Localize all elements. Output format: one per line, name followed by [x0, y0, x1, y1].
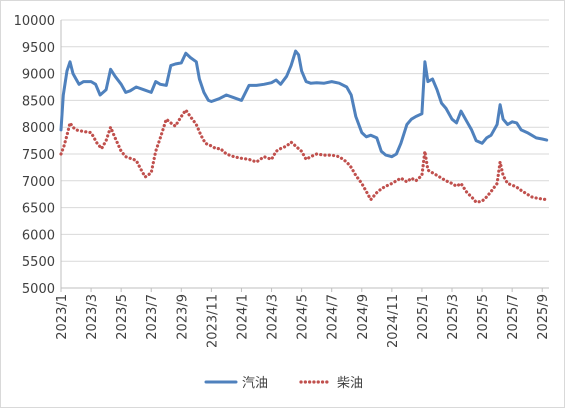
legend-label: 柴油 — [337, 376, 363, 391]
x-tick-label: 2025/1 — [416, 294, 431, 340]
x-tick-label: 2024/11 — [386, 294, 401, 348]
x-tick-label: 2025/3 — [446, 294, 461, 340]
x-tick-label: 2023/11 — [205, 294, 220, 348]
y-tick-label: 6000 — [22, 228, 55, 243]
y-tick-label: 5500 — [22, 255, 55, 270]
x-tick-label: 2025/7 — [506, 294, 521, 340]
series-line-1 — [59, 49, 549, 159]
axes — [60, 20, 549, 292]
grid-lines — [61, 19, 549, 262]
x-tick-label: 2023/7 — [145, 294, 160, 340]
x-tick-label: 2023/9 — [175, 294, 190, 340]
legend-item: 汽油 — [204, 376, 268, 391]
x-tick-label: 2023/5 — [115, 294, 130, 340]
x-tick-label: 2024/7 — [326, 294, 341, 340]
y-tick-label: 7000 — [22, 175, 55, 190]
y-tick-label: 7500 — [22, 148, 55, 163]
x-tick-label: 2023/3 — [85, 294, 100, 340]
legend-item: 柴油 — [299, 376, 363, 391]
y-tick-label: 10000 — [14, 14, 55, 29]
x-tick-label: 2023/1 — [55, 294, 70, 340]
y-tick-label: 5000 — [22, 282, 55, 297]
x-tick-label: 2025/5 — [476, 294, 491, 340]
x-tick-label: 2024/1 — [235, 294, 250, 340]
legend: 汽油 柴油 — [204, 376, 363, 391]
x-tick-label: 2024/9 — [356, 294, 371, 340]
y-tick-label: 6500 — [22, 202, 55, 217]
y-tick-label: 8500 — [22, 94, 55, 109]
x-tick-label: 2025/9 — [536, 294, 551, 340]
series-lines — [59, 49, 549, 204]
legend-label: 汽油 — [242, 376, 268, 391]
x-tick-labels: 2023/1 2023/3 2023/5 2023/7 2023/9 2023/11 202… — [55, 294, 551, 348]
x-tick-label: 2024/5 — [296, 294, 311, 340]
y-tick-label: 9000 — [22, 68, 55, 83]
y-tick-label: 8000 — [22, 121, 55, 136]
y-tick-label: 9500 — [22, 41, 55, 56]
series-line-2 — [59, 108, 549, 204]
x-tick-label: 2024/3 — [266, 294, 281, 340]
y-tick-labels: 5000 5500 6000 6500 7000 7500 8000 8500 9000 9500… — [14, 14, 55, 297]
